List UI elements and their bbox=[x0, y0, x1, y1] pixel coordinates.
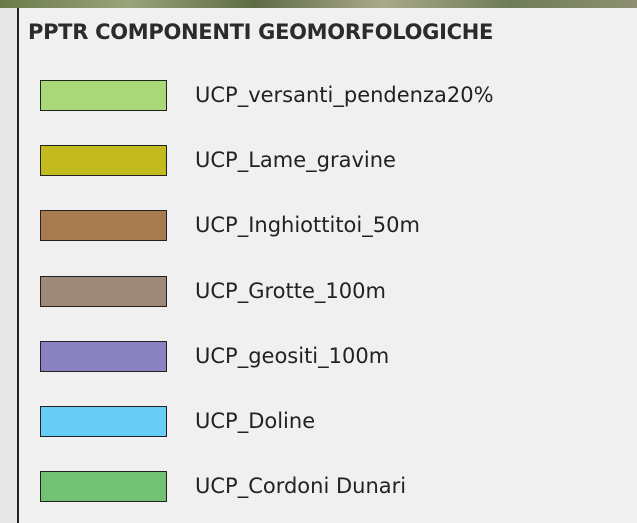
legend-label: UCP_Cordoni Dunari bbox=[195, 471, 406, 502]
legend-title: PPTR COMPONENTI GEOMORFOLOGICHE bbox=[28, 20, 493, 44]
panel-edge bbox=[0, 8, 19, 523]
legend-swatch bbox=[40, 341, 167, 372]
legend-item: UCP_Doline bbox=[19, 406, 619, 440]
legend-item: UCP_geositi_100m bbox=[19, 341, 619, 375]
legend-item: UCP_Inghiottitoi_50m bbox=[19, 210, 619, 244]
legend-item: UCP_Lame_gravine bbox=[19, 145, 619, 179]
legend-panel: PPTR COMPONENTI GEOMORFOLOGICHE UCP_vers… bbox=[19, 8, 637, 523]
legend-item: UCP_Grotte_100m bbox=[19, 276, 619, 310]
map-strip bbox=[0, 0, 637, 8]
page: PPTR COMPONENTI GEOMORFOLOGICHE UCP_vers… bbox=[0, 0, 637, 523]
legend-swatch bbox=[40, 80, 167, 111]
legend-label: UCP_geositi_100m bbox=[195, 341, 389, 372]
legend-swatch bbox=[40, 210, 167, 241]
legend-label: UCP_Inghiottitoi_50m bbox=[195, 210, 420, 241]
legend-label: UCP_Grotte_100m bbox=[195, 276, 386, 307]
legend-swatch bbox=[40, 276, 167, 307]
legend-swatch bbox=[40, 471, 167, 502]
legend-item: UCP_versanti_pendenza20% bbox=[19, 80, 619, 114]
legend-label: UCP_Lame_gravine bbox=[195, 145, 396, 176]
legend-item: UCP_Cordoni Dunari bbox=[19, 471, 619, 505]
legend-label: UCP_versanti_pendenza20% bbox=[195, 80, 494, 111]
legend-label: UCP_Doline bbox=[195, 406, 315, 437]
legend-swatch bbox=[40, 406, 167, 437]
legend-swatch bbox=[40, 145, 167, 176]
